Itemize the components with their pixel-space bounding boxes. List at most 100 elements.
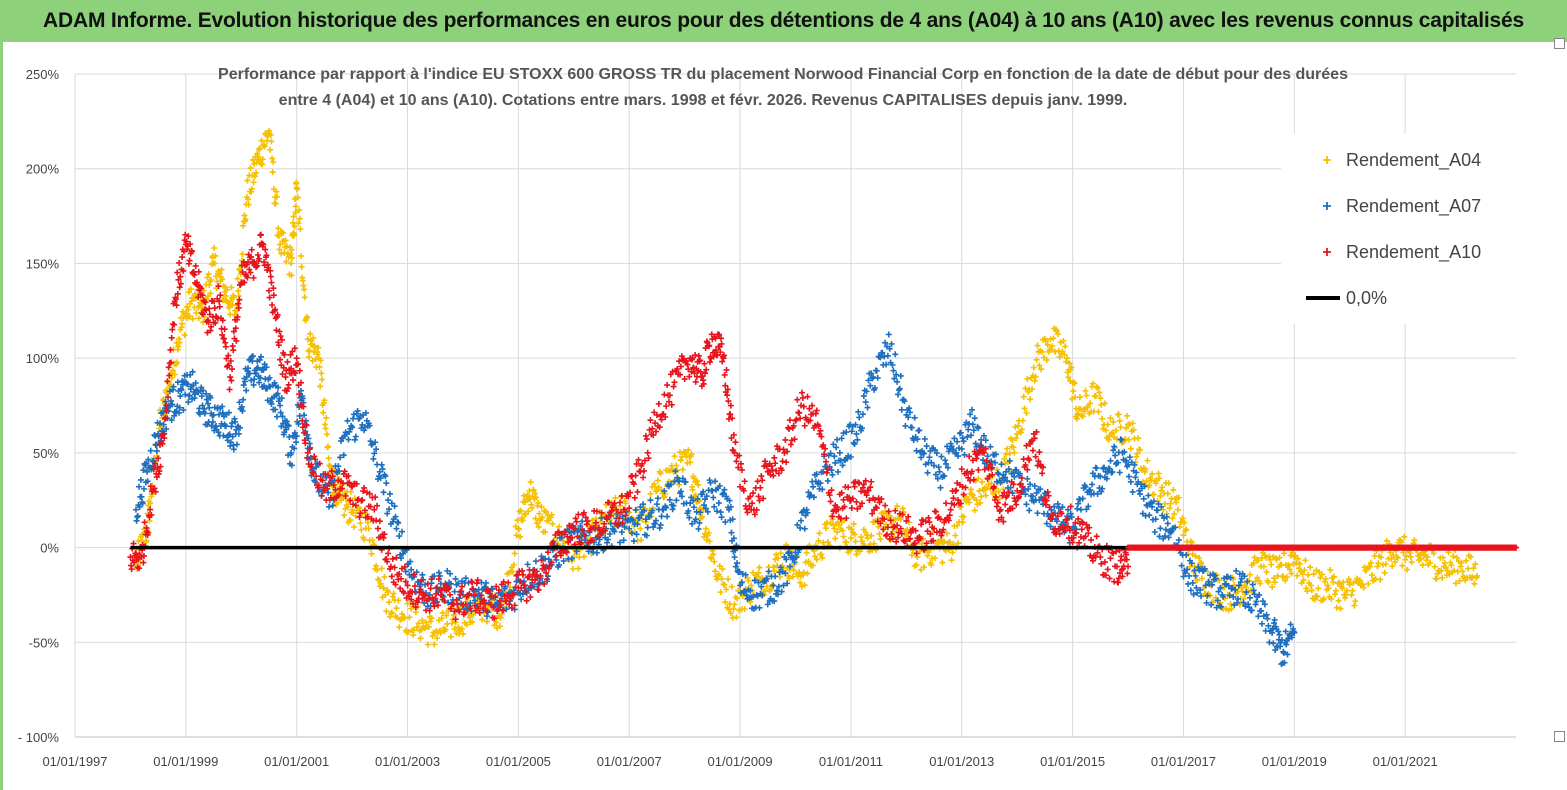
data-point (868, 370, 875, 377)
data-point (1034, 342, 1041, 349)
data-point (801, 582, 808, 589)
data-point (1107, 415, 1114, 422)
data-point (810, 494, 817, 501)
data-point (156, 420, 163, 427)
data-point (236, 296, 243, 303)
data-point (229, 433, 236, 440)
data-point (883, 361, 890, 368)
data-point (1367, 559, 1374, 566)
data-point (1028, 386, 1035, 393)
data-point (896, 385, 903, 392)
data-point (1151, 529, 1158, 536)
report-header: ADAM Informe. Evolution historique des p… (0, 0, 1567, 43)
resize-handle-right[interactable] (1554, 731, 1565, 742)
data-point (349, 424, 356, 431)
data-point (727, 503, 734, 510)
data-point (243, 374, 250, 381)
data-point (326, 503, 333, 510)
data-point (741, 478, 748, 485)
data-point (295, 220, 302, 227)
data-point (1144, 457, 1151, 464)
data-point (877, 536, 884, 543)
data-point (722, 519, 729, 526)
data-point (919, 449, 926, 456)
data-point (899, 505, 906, 512)
data-point (664, 513, 671, 520)
data-point (632, 506, 639, 513)
data-point (277, 333, 284, 340)
data-point (832, 535, 839, 542)
data-point (911, 414, 918, 421)
data-point (473, 580, 480, 587)
data-point (784, 580, 791, 587)
data-point (229, 420, 236, 427)
data-point (291, 231, 298, 238)
data-point (1300, 577, 1307, 584)
data-point (941, 538, 948, 545)
data-point (270, 158, 277, 165)
data-point (1352, 598, 1359, 605)
data-point (1004, 445, 1011, 452)
data-point (136, 483, 143, 490)
data-point (250, 381, 257, 388)
data-point (283, 258, 290, 265)
data-point (192, 379, 199, 386)
data-point (604, 536, 611, 543)
data-point (288, 272, 295, 279)
data-point (269, 169, 276, 176)
data-point (568, 555, 575, 562)
data-point (756, 604, 763, 611)
data-point (240, 382, 247, 389)
data-point (260, 367, 267, 374)
data-point (771, 598, 778, 605)
data-point (298, 252, 305, 259)
data-point (250, 274, 257, 281)
data-point (140, 485, 147, 492)
data-point (1043, 357, 1050, 364)
data-point (385, 588, 392, 595)
data-point (1160, 506, 1167, 513)
x-tick-label: 01/01/1999 (153, 754, 218, 769)
data-point (293, 433, 300, 440)
data-point (859, 411, 866, 418)
data-point (1402, 556, 1409, 563)
data-point (674, 474, 681, 481)
x-tick-label: 01/01/1997 (42, 754, 107, 769)
data-point (882, 502, 889, 509)
data-point (742, 571, 749, 578)
data-point (852, 421, 859, 428)
data-point (1453, 554, 1460, 561)
data-point (1340, 579, 1347, 586)
data-point (137, 476, 144, 483)
data-point (1276, 554, 1283, 561)
data-point (1368, 572, 1375, 579)
data-point (793, 416, 800, 423)
data-point (285, 422, 292, 429)
data-point (402, 568, 409, 575)
data-point (274, 390, 281, 397)
data-point (517, 533, 524, 540)
data-point (1337, 605, 1344, 612)
data-point (1127, 445, 1134, 452)
data-point (756, 564, 763, 571)
data-point (889, 361, 896, 368)
data-point (633, 531, 640, 538)
data-point (892, 351, 899, 358)
data-point (1157, 492, 1164, 499)
data-point (1154, 507, 1161, 514)
data-point (671, 379, 678, 386)
data-point (1194, 577, 1201, 584)
data-point (801, 525, 808, 532)
data-point (293, 439, 300, 446)
data-point (751, 577, 758, 584)
data-point (1039, 470, 1046, 477)
data-point (1063, 358, 1070, 365)
chart-title-line-2: entre 4 (A04) et 10 ans (A10). Cotations… (279, 92, 1128, 109)
data-point (803, 549, 810, 556)
data-point (459, 630, 466, 637)
data-point (851, 483, 858, 490)
legend-label: Rendement_A07 (1346, 196, 1481, 217)
data-point (689, 497, 696, 504)
resize-handle-top-right[interactable] (1554, 38, 1565, 49)
data-point (1125, 473, 1132, 480)
